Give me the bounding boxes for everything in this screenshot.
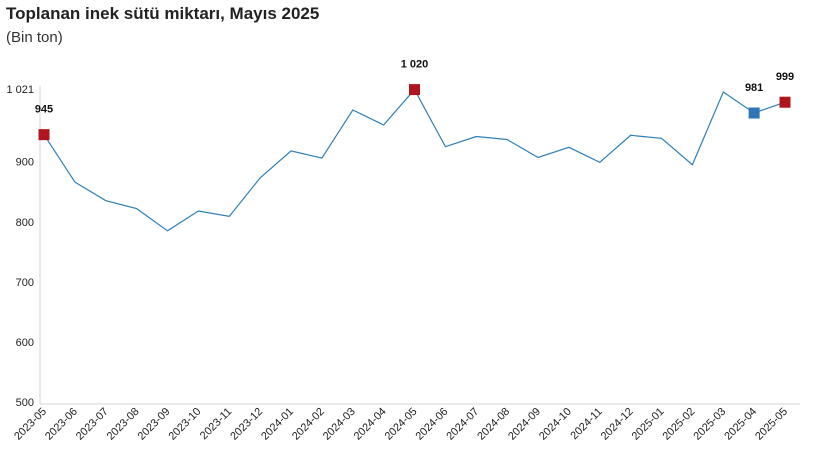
x-tick-label: 2025-01 xyxy=(630,406,667,443)
highlight-marker xyxy=(779,96,791,108)
x-tick-label: 2024-11 xyxy=(568,406,604,442)
x-tick-label: 2023-07 xyxy=(74,406,111,443)
y-tick-label: 500 xyxy=(16,397,34,409)
x-tick-label: 2024-12 xyxy=(599,406,636,443)
chart-title: Toplanan inek sütü miktarı, Mayıs 2025 xyxy=(6,4,320,23)
x-tick-label: 2023-05 xyxy=(12,406,49,443)
data-label: 999 xyxy=(776,71,794,83)
x-tick-label: 2024-04 xyxy=(352,406,389,443)
x-tick-label: 2024-09 xyxy=(506,406,543,443)
x-tick-label: 2023-10 xyxy=(166,406,203,443)
x-tick-label: 2024-08 xyxy=(475,406,512,443)
x-tick-label: 2025-02 xyxy=(660,406,697,443)
x-tick-label: 2024-07 xyxy=(444,406,481,443)
y-tick-label: 700 xyxy=(16,277,34,289)
series-line xyxy=(43,88,786,232)
data-label: 1 020 xyxy=(401,59,429,71)
y-tick-label: 600 xyxy=(16,337,34,349)
x-tick-label: 2025-05 xyxy=(753,406,790,443)
x-tick-label: 2025-04 xyxy=(722,406,759,443)
x-tick-label: 2023-11 xyxy=(198,406,234,442)
x-tick-label: 2024-01 xyxy=(259,406,296,443)
y-tick-label: 1 021 xyxy=(6,84,34,96)
x-tick-label: 2023-08 xyxy=(105,406,142,443)
x-tick-label: 2024-06 xyxy=(413,406,450,443)
data-label: 945 xyxy=(35,104,53,116)
x-tick-label: 2023-06 xyxy=(43,406,80,443)
highlight-marker xyxy=(748,107,760,119)
x-tick-label: 2024-10 xyxy=(537,406,574,443)
x-tick-label: 2025-03 xyxy=(691,406,728,443)
data-label: 981 xyxy=(745,82,763,94)
y-tick-label: 900 xyxy=(16,157,34,169)
x-tick-label: 2024-02 xyxy=(290,406,327,443)
highlight-marker xyxy=(38,129,50,141)
x-tick-label: 2024-05 xyxy=(383,406,420,443)
chart-subtitle: (Bin ton) xyxy=(6,29,63,46)
highlight-marker xyxy=(409,84,420,96)
x-tick-label: 2024-03 xyxy=(321,406,358,443)
y-tick-label: 800 xyxy=(16,217,34,229)
x-tick-label: 2023-12 xyxy=(228,406,265,443)
x-tick-label: 2023-09 xyxy=(136,406,173,443)
